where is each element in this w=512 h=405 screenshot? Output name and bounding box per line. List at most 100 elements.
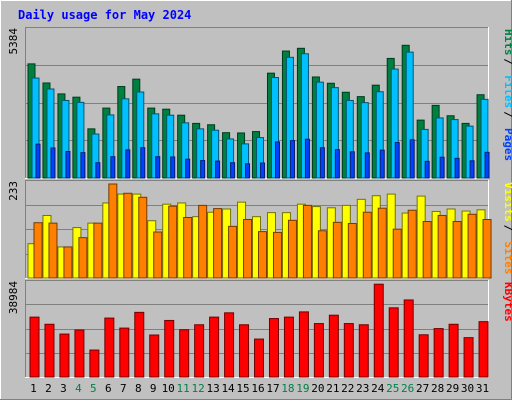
- bar-pages-day-31: [484, 151, 490, 179]
- bar-pages-day-12: [200, 160, 206, 179]
- x-tick-label-day-30: 30: [461, 382, 474, 395]
- x-tick-label-day-18: 18: [281, 382, 294, 395]
- legend-item-kbytes: KBytes: [502, 282, 512, 322]
- bar-kbytes-day-2: [44, 323, 55, 378]
- bar-pages-day-7: [125, 149, 131, 179]
- x-tick-label-day-1: 1: [30, 382, 37, 395]
- x-tick-label-day-10: 10: [162, 382, 175, 395]
- bar-kbytes-day-29: [448, 323, 459, 378]
- max-label-hits: 5384: [7, 28, 20, 55]
- max-label-kbytes: 38984: [7, 281, 20, 314]
- bar-kbytes-day-21: [328, 314, 339, 378]
- x-tick-label-day-3: 3: [60, 382, 67, 395]
- bar-pages-day-2: [50, 147, 56, 179]
- max-label-visits: 233: [7, 181, 20, 201]
- x-tick-label-day-6: 6: [105, 382, 112, 395]
- legend-item-sites: Sites: [502, 241, 512, 274]
- x-tick-label-day-12: 12: [192, 382, 205, 395]
- bar-pages-day-14: [230, 162, 236, 179]
- bar-sites-day-22: [347, 223, 357, 279]
- x-tick-label-day-15: 15: [236, 382, 249, 395]
- bar-pages-day-5: [95, 162, 101, 179]
- bar-pages-day-25: [394, 142, 400, 179]
- bar-kbytes-day-25: [388, 307, 399, 378]
- bar-sites-day-2: [48, 222, 58, 279]
- x-tick-label-day-13: 13: [206, 382, 219, 395]
- bar-kbytes-day-6: [104, 317, 115, 378]
- x-tick-label-day-14: 14: [221, 382, 235, 395]
- bar-pages-day-13: [215, 160, 221, 179]
- bar-sites-day-8: [138, 196, 148, 279]
- x-tick-label-day-24: 24: [371, 382, 385, 395]
- bar-kbytes-day-16: [254, 338, 265, 378]
- x-tick-label-day-16: 16: [251, 382, 264, 395]
- bar-sites-day-23: [362, 211, 372, 279]
- bar-sites-day-6: [108, 183, 118, 279]
- bar-pages-day-28: [439, 156, 445, 179]
- x-tick-label-day-26: 26: [401, 382, 414, 395]
- panel-hits: 5384 Hits / Files / Pages: [7, 27, 512, 179]
- bar-pages-day-3: [65, 151, 71, 179]
- bar-pages-day-1: [35, 143, 41, 179]
- bar-sites-day-3: [63, 246, 73, 279]
- bar-kbytes-day-14: [224, 312, 235, 378]
- bar-pages-day-19: [304, 138, 310, 179]
- x-tick-label-day-2: 2: [45, 382, 52, 395]
- bar-kbytes-day-5: [89, 349, 100, 378]
- chart-title: Daily usage for May 2024: [18, 8, 191, 22]
- bar-pages-day-30: [469, 160, 475, 179]
- legend-item-pages: Pages: [502, 128, 512, 161]
- legend-kbytes: KBytes: [502, 282, 512, 322]
- x-tick-label-day-4: 4: [75, 382, 82, 395]
- legend-hits: Hits / Files / Pages: [502, 29, 512, 161]
- x-tick-label-day-9: 9: [150, 382, 157, 395]
- bar-kbytes-day-4: [74, 329, 85, 378]
- bar-kbytes-day-28: [433, 328, 444, 378]
- bar-pages-day-6: [110, 156, 116, 179]
- panel-visits: 233 Visits / Sites: [7, 180, 512, 279]
- bar-sites-day-19: [302, 204, 312, 279]
- bar-pages-day-23: [364, 152, 370, 179]
- x-tick-label-day-19: 19: [296, 382, 309, 395]
- x-tick-label-day-27: 27: [416, 382, 429, 395]
- bar-pages-day-29: [454, 157, 460, 179]
- x-tick-label-day-8: 8: [135, 382, 142, 395]
- bar-pages-day-20: [319, 147, 325, 179]
- bar-kbytes-day-22: [343, 323, 354, 378]
- bar-sites-day-25: [392, 228, 402, 279]
- panel-kbytes: 38984 KBytes: [7, 280, 512, 378]
- bar-sites-day-31: [482, 219, 492, 279]
- bar-sites-day-7: [123, 192, 133, 279]
- bar-sites-day-27: [422, 221, 432, 279]
- bar-kbytes-day-30: [463, 337, 474, 378]
- bar-sites-day-9: [153, 231, 163, 279]
- x-tick-label-day-22: 22: [341, 382, 354, 395]
- bar-pages-day-21: [334, 149, 340, 179]
- legend-visits: Visits / Sites: [502, 182, 512, 275]
- bar-pages-day-22: [349, 151, 355, 179]
- bar-sites-day-16: [258, 231, 268, 279]
- bar-kbytes-day-23: [358, 324, 369, 378]
- bar-pages-day-15: [245, 163, 251, 179]
- bar-kbytes-day-3: [59, 333, 70, 378]
- bar-sites-day-28: [437, 214, 447, 279]
- x-tick-label-day-23: 23: [356, 382, 369, 395]
- bar-kbytes-day-7: [119, 327, 130, 378]
- bar-kbytes-day-27: [418, 334, 429, 378]
- bar-kbytes-day-15: [239, 324, 250, 378]
- legend-item-files: Files: [502, 75, 512, 108]
- x-tick-label-day-29: 29: [446, 382, 459, 395]
- bar-sites-day-14: [228, 225, 238, 279]
- bar-kbytes-day-19: [298, 311, 309, 378]
- bar-kbytes-day-12: [194, 324, 205, 378]
- bar-kbytes-day-26: [403, 299, 414, 378]
- bar-pages-day-11: [185, 158, 191, 179]
- bar-kbytes-day-10: [164, 319, 175, 378]
- bar-pages-day-16: [260, 162, 266, 179]
- bar-kbytes-day-24: [373, 283, 384, 378]
- legend-separator: /: [502, 111, 512, 118]
- bar-pages-day-10: [170, 156, 176, 179]
- bar-kbytes-day-31: [478, 321, 489, 378]
